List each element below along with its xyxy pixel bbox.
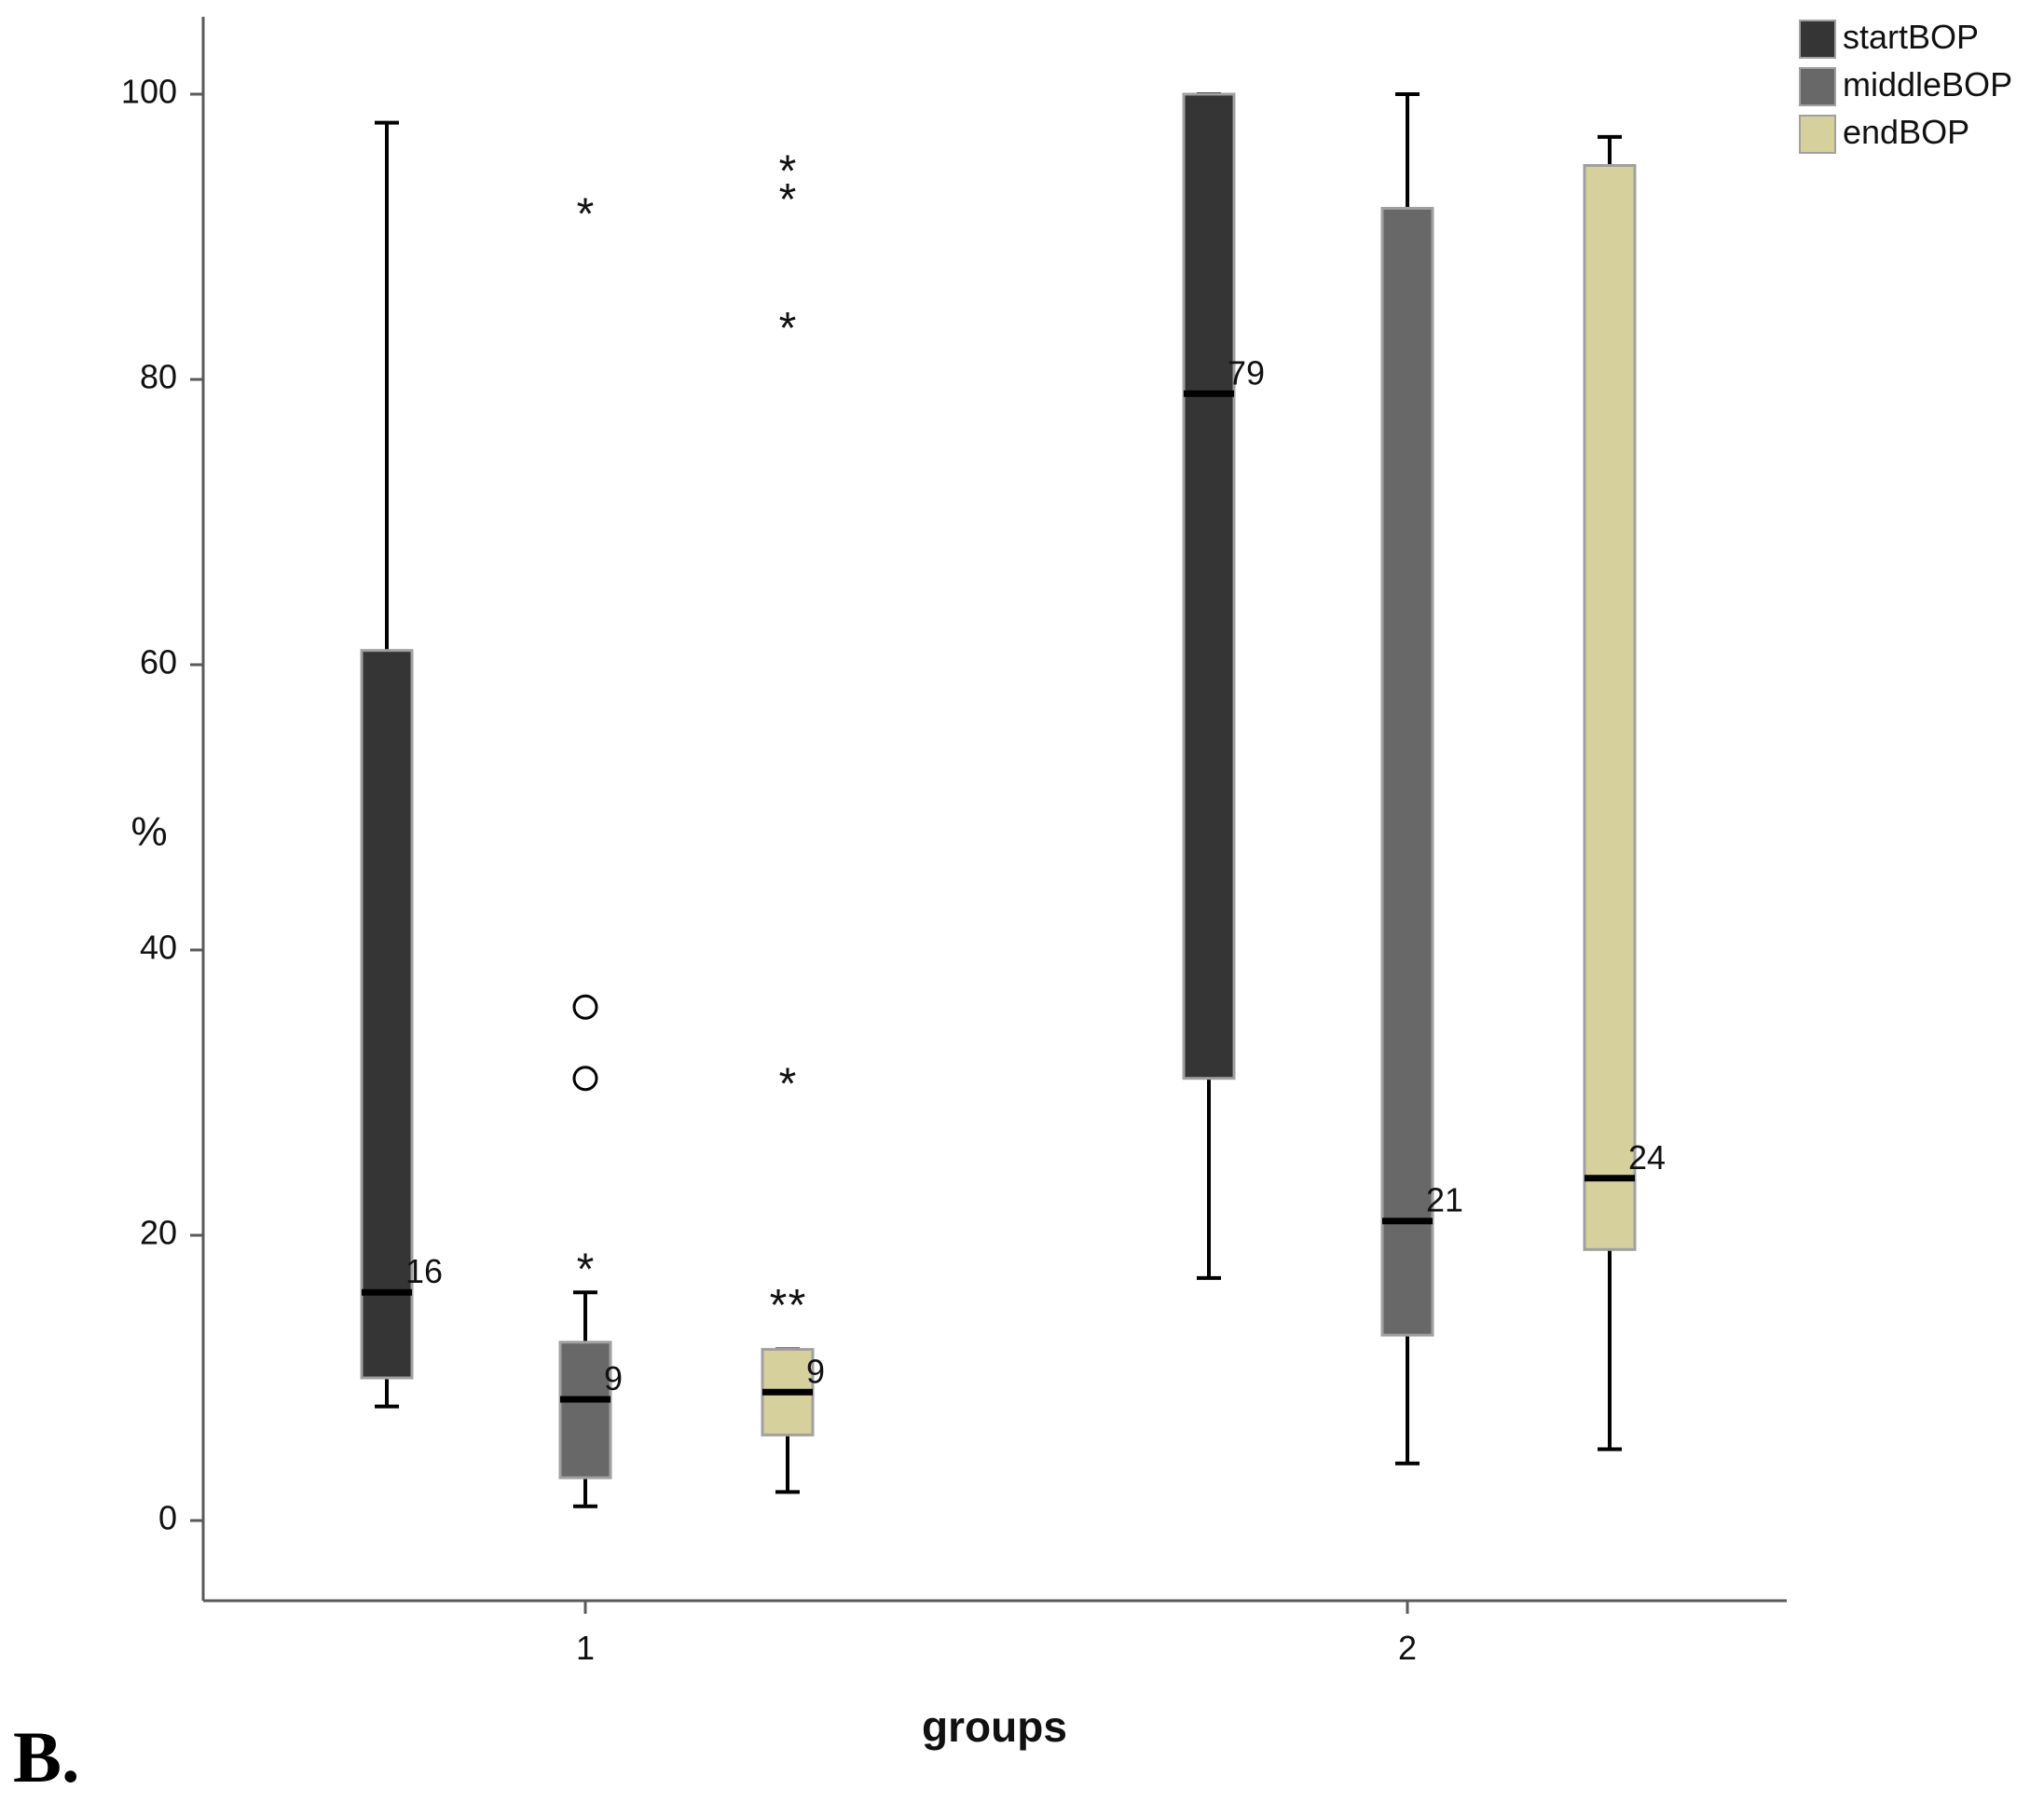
median-label: 9 [604, 1359, 623, 1397]
box-iqr [360, 649, 414, 1380]
legend-swatch [1799, 115, 1836, 154]
y-tick-label: 60 [140, 643, 177, 681]
extreme-point: * [779, 147, 797, 197]
legend-label: middleBOP [1843, 65, 2012, 103]
median-label: 9 [806, 1352, 825, 1390]
y-tick-label: 20 [140, 1214, 177, 1252]
extreme-point: * [779, 175, 797, 225]
y-tick-label: 80 [140, 358, 177, 396]
extreme-point: * [770, 1281, 788, 1330]
y-tick-label: 40 [140, 929, 177, 967]
median-label: 24 [1628, 1138, 1666, 1177]
x-axis-label: groups [922, 1702, 1067, 1751]
median-label: 16 [405, 1252, 443, 1290]
legend-swatch [1799, 20, 1836, 59]
y-axis-label: % [130, 809, 167, 855]
extreme-point: * [789, 1281, 806, 1330]
box-endBOP-group-1: 9* ***** [761, 147, 825, 1494]
box-startBOP-group-1: 16 [360, 120, 443, 1409]
median-label: 21 [1426, 1181, 1463, 1219]
box-iqr [558, 1341, 612, 1480]
extreme-point: * [779, 1060, 797, 1109]
box-middleBOP-group-2: 21 [1380, 92, 1463, 1466]
outlier-point [572, 994, 598, 1020]
panel-label: B. [13, 1716, 80, 1797]
extreme-point: * [577, 1246, 595, 1295]
extreme-point: * [577, 189, 595, 239]
legend-swatch [1799, 67, 1836, 106]
legend: startBOP middleBOP endBOP [1799, 18, 2012, 154]
outlier-point [572, 1066, 598, 1092]
y-tick-label: 100 [121, 73, 177, 111]
box-iqr [1380, 206, 1434, 1337]
y-ticks: 0 20 40 60 80 100 [121, 73, 203, 1537]
x-tick-label: 1 [576, 1629, 595, 1667]
box-iqr [1182, 92, 1236, 1081]
y-tick-label: 0 [158, 1499, 177, 1537]
box-middleBOP-group-1: 9 * * [558, 189, 623, 1508]
box-endBOP-group-2: 24 [1583, 134, 1666, 1452]
box-startBOP-group-2: 79 [1182, 92, 1265, 1280]
extreme-point: * [779, 304, 797, 353]
box-iqr [1583, 164, 1637, 1251]
legend-label: endBOP [1843, 113, 1969, 151]
median-label: 79 [1228, 353, 1265, 392]
x-tick-label: 2 [1398, 1629, 1417, 1667]
legend-label: startBOP [1843, 18, 1979, 56]
